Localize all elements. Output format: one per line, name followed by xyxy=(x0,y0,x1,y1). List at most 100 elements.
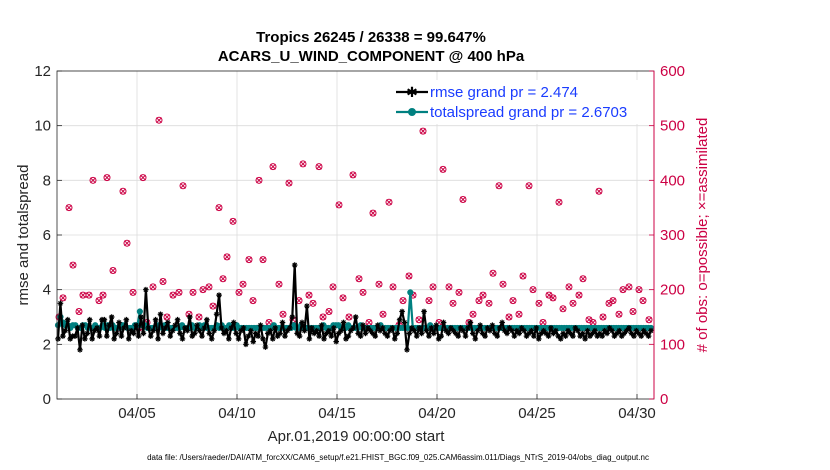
rmse-point xyxy=(431,330,437,337)
obs-possible-marker xyxy=(479,291,487,299)
rmse-point xyxy=(526,330,532,337)
obs-possible-marker xyxy=(95,297,103,305)
rmse-point xyxy=(140,330,147,337)
obs-assimilated-marker xyxy=(550,294,556,301)
x-tick-label: 04/15 xyxy=(318,405,356,422)
rmse-point xyxy=(274,333,281,339)
obs-assimilated-marker xyxy=(96,297,102,304)
rmse-point xyxy=(206,330,213,337)
rmse-point xyxy=(104,333,110,339)
rmse-point xyxy=(345,333,352,339)
rmse-point xyxy=(152,316,159,323)
rmse-point xyxy=(618,333,625,339)
rmse-point xyxy=(201,325,208,331)
obs-assimilated-marker xyxy=(520,273,526,279)
obs-assimilated-marker xyxy=(86,292,92,299)
y-tick-label: 12 xyxy=(34,63,51,80)
rmse-point xyxy=(484,325,491,331)
obs-possible-marker xyxy=(555,198,563,206)
rmse-point xyxy=(240,325,247,331)
obs-possible-marker xyxy=(469,310,477,318)
rmse-point xyxy=(262,344,269,350)
rmse-point xyxy=(560,330,566,337)
rmse-point xyxy=(565,327,571,334)
obs-possible-marker xyxy=(163,313,171,321)
obs-assimilated-marker xyxy=(530,286,536,293)
obs-possible-marker xyxy=(169,291,177,299)
rmse-point xyxy=(440,319,447,326)
rmse-point xyxy=(545,333,552,339)
obs-assimilated-marker xyxy=(270,163,276,170)
obs-possible-marker xyxy=(609,297,617,305)
obs-possible-marker xyxy=(559,305,567,313)
obs-assimilated-marker xyxy=(210,303,216,310)
rmse-point xyxy=(289,314,296,320)
rmse-point xyxy=(394,330,401,337)
rmse-point xyxy=(60,333,66,339)
rmse-point xyxy=(204,316,210,323)
rmse-point xyxy=(247,327,254,334)
rmse-point xyxy=(86,316,93,323)
obs-assimilated-marker xyxy=(586,316,592,323)
obs-assimilated-marker xyxy=(230,218,236,225)
obs-assimilated-marker xyxy=(224,253,230,260)
rmse-point xyxy=(523,333,530,339)
obs-possible-marker xyxy=(255,176,263,184)
rmse-point xyxy=(377,327,383,334)
obs-assimilated-marker xyxy=(60,294,66,301)
rmse-point xyxy=(326,327,332,334)
rmse-point xyxy=(189,333,196,339)
y-tick-label: 2 xyxy=(43,336,51,353)
obs-assimilated-marker xyxy=(220,275,226,282)
obs-assimilated-marker xyxy=(246,256,252,263)
rmse-point xyxy=(570,333,576,339)
rmse-point xyxy=(355,330,361,337)
rmse-point xyxy=(516,330,523,337)
legend-marker-rmse: ✱ xyxy=(406,85,418,101)
rmse-point xyxy=(94,325,100,331)
obs-possible-marker xyxy=(109,267,117,275)
obs-possible-marker xyxy=(123,239,131,247)
rmse-point xyxy=(89,336,95,342)
obs-possible-marker xyxy=(515,310,523,318)
rmse-point xyxy=(118,333,125,339)
obs-possible-marker xyxy=(499,280,507,288)
obs-assimilated-marker xyxy=(180,182,186,189)
rmse-point xyxy=(489,322,496,328)
rmse-point xyxy=(257,322,264,328)
rmse-point xyxy=(404,347,410,353)
rmse-point xyxy=(216,292,222,298)
obs-possible-marker xyxy=(149,283,157,291)
rmse-point xyxy=(462,333,469,339)
obs-assimilated-marker xyxy=(340,294,346,301)
obs-possible-marker xyxy=(405,272,413,280)
obs-possible-marker xyxy=(315,163,323,171)
obs-possible-marker xyxy=(129,288,137,296)
rmse-point xyxy=(572,325,579,331)
obs-assimilated-marker xyxy=(500,281,506,288)
rmse-point xyxy=(135,333,142,339)
series-lines xyxy=(54,262,655,353)
rmse-point xyxy=(186,314,193,320)
rmse-point xyxy=(501,327,508,334)
obs-assimilated-marker xyxy=(416,316,422,323)
obs-assimilated-marker xyxy=(176,289,182,296)
rmse-point xyxy=(245,333,252,339)
obs-assimilated-marker xyxy=(216,204,222,211)
obs-assimilated-marker xyxy=(346,314,352,320)
obs-possible-marker xyxy=(209,302,217,310)
rmse-point xyxy=(531,333,537,339)
obs-possible-marker xyxy=(69,261,77,269)
obs-assimilated-marker xyxy=(80,292,86,299)
obs-assimilated-marker xyxy=(350,171,356,178)
obs-possible-marker xyxy=(505,313,513,321)
rmse-point xyxy=(638,333,645,339)
rmse-point xyxy=(416,325,422,331)
rmse-point xyxy=(238,327,244,334)
obs-possible-marker xyxy=(629,308,637,316)
rmse-point xyxy=(438,333,444,339)
obs-assimilated-marker xyxy=(140,174,146,181)
obs-markers xyxy=(55,116,653,332)
rmse-point xyxy=(79,322,86,328)
chart-subtitle: ACARS_U_WIND_COMPONENT @ 400 hPa xyxy=(218,48,525,65)
